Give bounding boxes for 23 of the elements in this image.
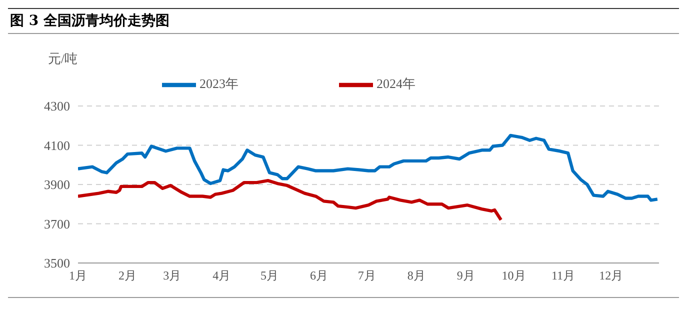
y-tick-label: 3700 (44, 216, 70, 232)
x-tick-label: 9月 (456, 268, 475, 283)
x-tick-label: 6月 (310, 268, 328, 283)
y-tick-label: 4300 (44, 98, 70, 114)
x-tick-label: 3月 (163, 268, 182, 283)
x-tick-label: 12月 (599, 268, 624, 283)
line-series (78, 178, 503, 222)
legend-label: 2024年 (376, 76, 416, 91)
x-tick-label: 10月 (502, 268, 526, 283)
y-tick-label: 4100 (44, 138, 70, 153)
legend-label: 2023年 (200, 76, 238, 91)
x-tick-label: 5月 (260, 268, 279, 283)
x-tick-label: 8月 (407, 268, 426, 283)
x-tick-label: 4月 (212, 268, 231, 283)
y-tick-label: 3500 (44, 256, 70, 271)
chart-title: 图 3 全国沥青均价走势图 (8, 8, 679, 34)
x-tick-label: 1月 (69, 268, 87, 283)
x-tick-label: 7月 (358, 268, 376, 283)
line-series (78, 134, 659, 202)
y-axis-title: 元/吨 (48, 50, 78, 68)
x-tick-label: 11月 (551, 268, 576, 283)
y-tick-label: 3900 (44, 177, 70, 192)
x-tick-label: 2月 (118, 268, 136, 283)
